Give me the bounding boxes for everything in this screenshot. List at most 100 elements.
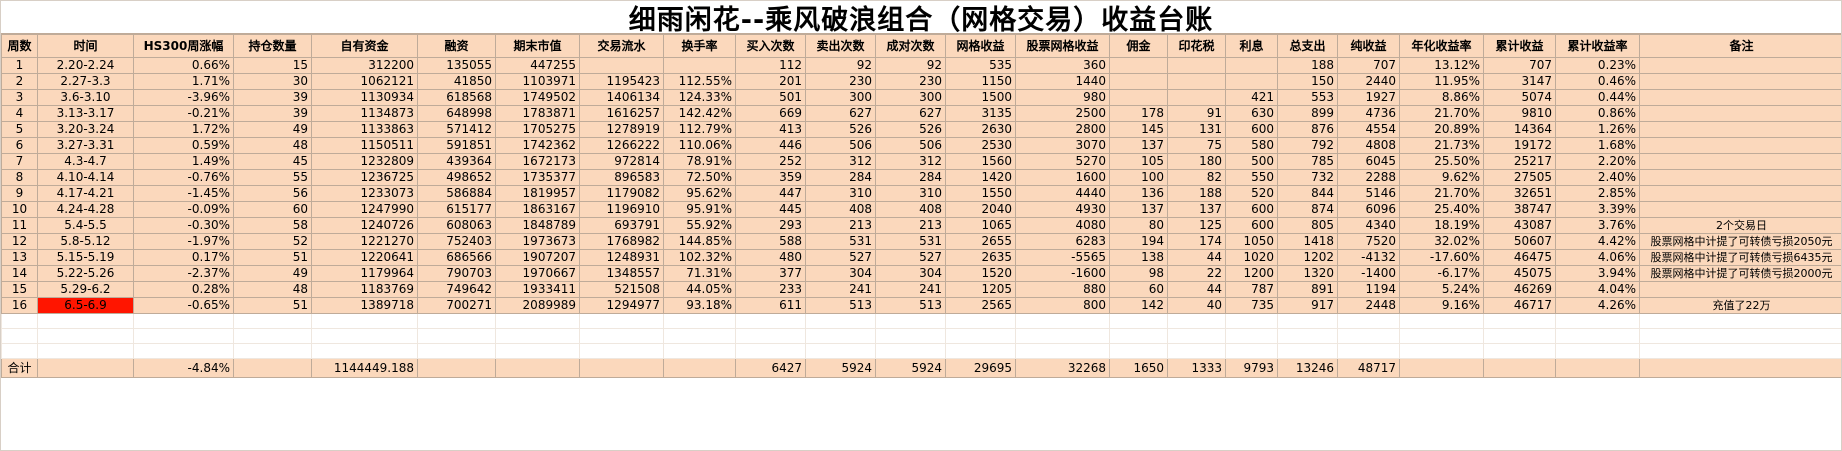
cell[interactable]: 21.70%	[1399, 185, 1484, 202]
cell[interactable]: 1183769	[311, 281, 418, 298]
empty-cell[interactable]	[1555, 313, 1640, 329]
cell[interactable]: -1400	[1337, 265, 1400, 282]
cell[interactable]: 95.91%	[663, 201, 736, 218]
empty-cell[interactable]	[1555, 328, 1640, 344]
cell[interactable]: 252	[735, 153, 806, 170]
cell[interactable]: 1294977	[579, 297, 664, 314]
cell[interactable]: 150	[1277, 73, 1338, 90]
cell[interactable]: 1179964	[311, 265, 418, 282]
cell[interactable]: 2.27-3.3	[37, 73, 134, 90]
empty-cell[interactable]	[1277, 313, 1338, 329]
cell[interactable]: -3.96%	[133, 89, 234, 106]
cell[interactable]: 136	[1109, 185, 1168, 202]
cell[interactable]: 2	[1, 73, 38, 90]
total-cell[interactable]	[1639, 358, 1841, 378]
cell[interactable]: 0.28%	[133, 281, 234, 298]
cell[interactable]: 50607	[1483, 233, 1556, 250]
cell[interactable]: 19172	[1483, 137, 1556, 154]
total-cell[interactable]	[579, 358, 664, 378]
cell[interactable]: 6096	[1337, 201, 1400, 218]
cell[interactable]: 1616257	[579, 105, 664, 122]
cell[interactable]: 60	[1109, 281, 1168, 298]
column-header-1[interactable]: 周数	[1, 34, 38, 58]
cell[interactable]: 447255	[495, 57, 580, 74]
cell[interactable]: 95.62%	[663, 185, 736, 202]
cell[interactable]: 876	[1277, 121, 1338, 138]
total-cell[interactable]: 5924	[875, 358, 946, 378]
cell[interactable]: 180	[1167, 153, 1226, 170]
total-cell[interactable]	[1555, 358, 1640, 378]
cell[interactable]: 25.40%	[1399, 201, 1484, 218]
total-cell[interactable]: 1144449.188	[311, 358, 418, 378]
cell[interactable]: 25.50%	[1399, 153, 1484, 170]
cell[interactable]: 4.26%	[1555, 297, 1640, 314]
cell[interactable]: 78.91%	[663, 153, 736, 170]
cell[interactable]: 3.39%	[1555, 201, 1640, 218]
empty-cell[interactable]	[1483, 343, 1556, 359]
column-header-9[interactable]: 换手率	[663, 34, 736, 58]
cell[interactable]: 4080	[1015, 217, 1110, 234]
cell[interactable]: -0.30%	[133, 217, 234, 234]
empty-cell[interactable]	[311, 343, 418, 359]
cell[interactable]: 980	[1015, 89, 1110, 106]
cell[interactable]: 110.06%	[663, 137, 736, 154]
empty-cell[interactable]	[417, 343, 496, 359]
cell[interactable]: 1236725	[311, 169, 418, 186]
total-cell[interactable]: 6427	[735, 358, 806, 378]
cell[interactable]: 501	[735, 89, 806, 106]
cell[interactable]: 2655	[945, 233, 1016, 250]
cell[interactable]: 630	[1225, 105, 1278, 122]
cell[interactable]: 188	[1277, 57, 1338, 74]
cell[interactable]: -6.17%	[1399, 265, 1484, 282]
cell[interactable]: 1221270	[311, 233, 418, 250]
cell[interactable]: 72.50%	[663, 169, 736, 186]
column-header-10[interactable]: 买入次数	[735, 34, 806, 58]
cell[interactable]: 1749502	[495, 89, 580, 106]
cell[interactable]: 899	[1277, 105, 1338, 122]
cell[interactable]: 股票网格中计提了可转债亏损6435元	[1639, 249, 1841, 266]
cell[interactable]: 707	[1483, 57, 1556, 74]
cell[interactable]: 43087	[1483, 217, 1556, 234]
cell[interactable]: 75	[1167, 137, 1226, 154]
cell[interactable]: 1.49%	[133, 153, 234, 170]
cell[interactable]: 1150	[945, 73, 1016, 90]
cell[interactable]: 60	[233, 201, 312, 218]
cell[interactable]: 0.46%	[1555, 73, 1640, 90]
cell[interactable]: 7520	[1337, 233, 1400, 250]
cell[interactable]	[1639, 89, 1841, 106]
cell[interactable]: 股票网格中计提了可转债亏损2050元	[1639, 233, 1841, 250]
cell[interactable]: 874	[1277, 201, 1338, 218]
cell[interactable]: 600	[1225, 121, 1278, 138]
empty-cell[interactable]	[1, 328, 38, 344]
cell[interactable]: 521508	[579, 281, 664, 298]
cell[interactable]: 752403	[417, 233, 496, 250]
cell[interactable]: 21.70%	[1399, 105, 1484, 122]
cell[interactable]: 1735377	[495, 169, 580, 186]
cell[interactable]: 30	[233, 73, 312, 90]
cell[interactable]: 408	[805, 201, 876, 218]
cell[interactable]: 11.95%	[1399, 73, 1484, 90]
empty-cell[interactable]	[579, 313, 664, 329]
cell[interactable]: 10	[1, 201, 38, 218]
cell[interactable]: 284	[805, 169, 876, 186]
cell[interactable]: 580	[1225, 137, 1278, 154]
cell[interactable]: 9810	[1483, 105, 1556, 122]
empty-cell[interactable]	[1399, 343, 1484, 359]
cell[interactable]: 3.13-3.17	[37, 105, 134, 122]
cell[interactable]: 4.42%	[1555, 233, 1640, 250]
cell[interactable]	[1109, 73, 1168, 90]
empty-cell[interactable]	[1109, 313, 1168, 329]
total-cell[interactable]: 1333	[1167, 358, 1226, 378]
empty-cell[interactable]	[1015, 343, 1110, 359]
cell[interactable]: 480	[735, 249, 806, 266]
cell[interactable]	[1639, 105, 1841, 122]
empty-cell[interactable]	[1277, 328, 1338, 344]
cell[interactable]: 48	[233, 137, 312, 154]
empty-cell[interactable]	[1337, 313, 1400, 329]
cell[interactable]: 39	[233, 105, 312, 122]
cell[interactable]: 1672173	[495, 153, 580, 170]
empty-cell[interactable]	[945, 328, 1016, 344]
cell[interactable]: 293	[735, 217, 806, 234]
cell[interactable]: 1.68%	[1555, 137, 1640, 154]
cell[interactable]: 213	[875, 217, 946, 234]
